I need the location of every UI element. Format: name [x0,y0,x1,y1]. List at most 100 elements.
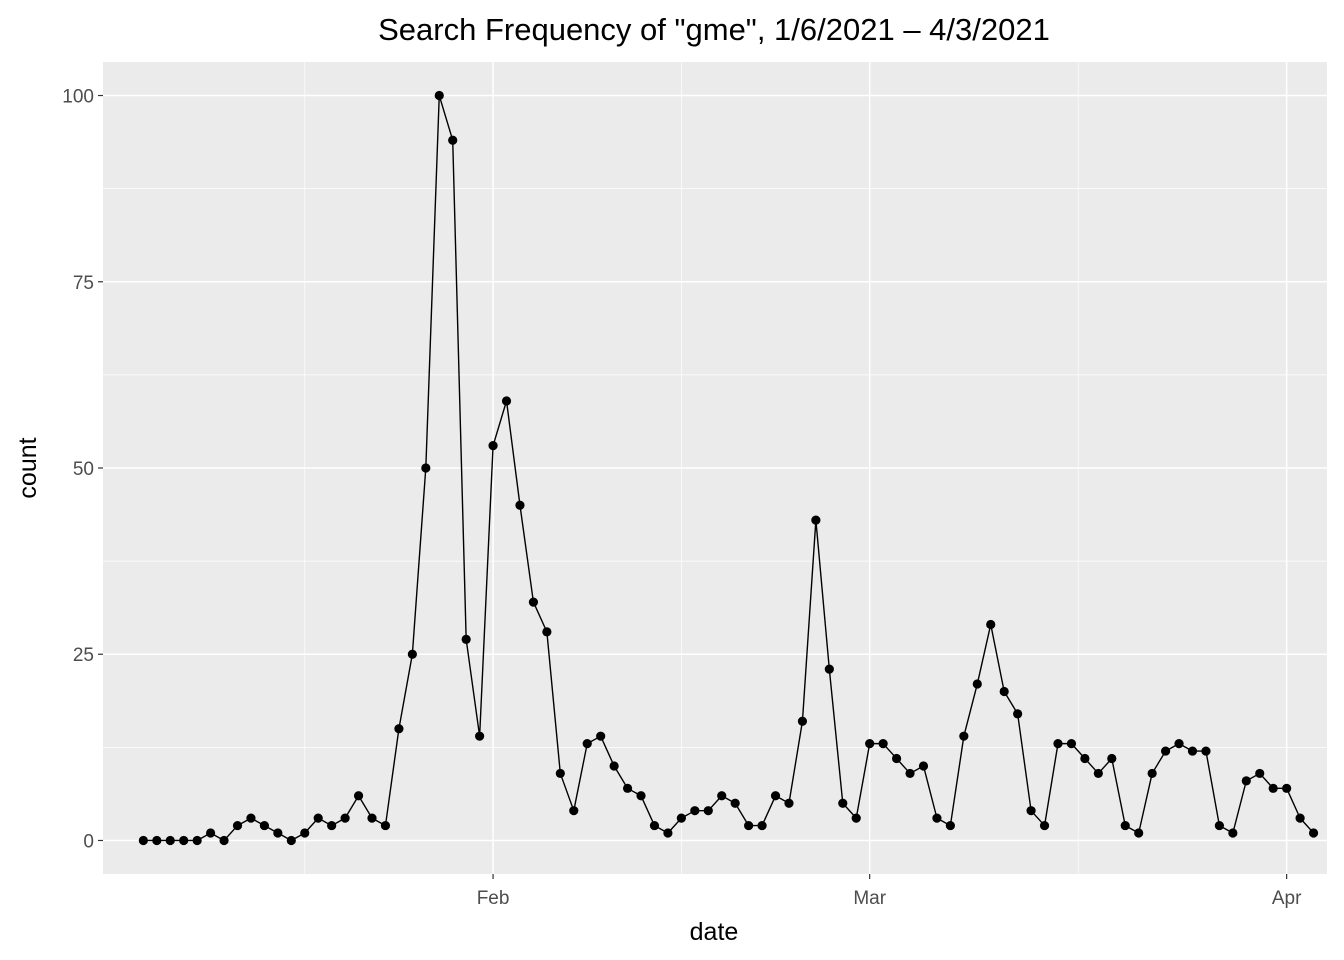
data-point [770,791,781,801]
data-point [932,813,942,823]
y-axis-title: count [14,437,42,498]
data-point [1066,739,1077,749]
data-point [1053,739,1063,749]
data-point [905,768,915,779]
data-point [461,634,471,644]
data-point [434,90,444,101]
data-point [811,515,821,525]
data-point [1174,739,1184,749]
y-axis: 0 25 50 75 100 [62,87,103,852]
data-point [569,806,579,816]
data-point [380,820,391,831]
data-point [1228,828,1238,838]
data-point [542,627,552,637]
data-point [1201,746,1211,756]
data-point [501,396,512,406]
data-point [528,597,539,607]
data-point [582,739,592,749]
data-point [851,813,861,823]
data-point [1147,768,1157,779]
data-point [555,768,565,779]
data-point [824,664,834,674]
data-point [744,820,754,831]
data-point [1120,820,1130,831]
data-point [999,686,1009,697]
x-tick-label: Mar [853,888,886,909]
data-point [1080,753,1090,764]
data-point [488,441,498,451]
data-point [622,783,633,793]
chart-title: Search Frequency of "gme", 1/6/2021 – 4/… [378,12,1050,47]
y-tick-label: 50 [73,459,94,480]
major-gridlines [103,62,1327,874]
data-point [286,835,296,846]
data-point [1013,709,1023,719]
data-point [945,820,955,831]
data-point [448,135,458,145]
data-point [757,820,767,831]
series-line [143,94,1315,842]
data-point [1308,828,1319,838]
data-point [730,798,740,808]
data-point [367,813,377,823]
data-point [636,791,646,801]
data-point [609,761,619,771]
data-point [649,820,660,831]
data-point [959,731,969,741]
data-point [219,835,229,846]
data-point [596,731,606,741]
data-point [676,813,686,823]
data-point [918,761,929,771]
data-point [152,835,162,846]
data-point [1268,783,1278,793]
data-points [138,90,1319,846]
data-point [986,619,996,630]
data-point [232,820,243,831]
x-axis-title: date [690,918,739,946]
x-axis: Feb Mar Apr [477,874,1302,909]
data-point [246,813,256,823]
data-point [313,813,323,823]
data-point [353,791,364,801]
data-point [179,835,189,846]
data-point [138,835,148,846]
data-point [717,791,727,801]
data-point [690,806,700,816]
data-point [407,649,417,659]
data-point [891,753,902,764]
data-point [340,813,350,823]
data-point [1093,768,1103,779]
data-point [1039,820,1050,831]
data-point [1134,828,1144,838]
y-tick-label: 25 [73,645,94,666]
data-point [878,739,888,749]
data-point [838,798,848,808]
data-point [475,731,485,741]
data-point [1187,746,1198,756]
data-point [784,798,794,808]
data-point [300,828,310,838]
data-point [1214,820,1224,831]
data-point [1107,753,1117,764]
data-point [1282,783,1292,793]
x-tick-label: Feb [477,888,510,909]
y-tick-label: 75 [73,273,94,294]
data-point [972,679,982,689]
data-point [259,820,270,831]
data-point [663,828,673,838]
data-point [165,835,175,846]
data-point [206,828,216,838]
data-point [1026,806,1036,816]
data-point [327,820,337,831]
y-tick-label: 0 [83,831,94,852]
data-point [515,500,525,510]
data-point [1241,776,1251,786]
data-point [1295,813,1305,823]
data-point [394,724,404,734]
data-point [192,835,202,846]
x-tick-label: Apr [1272,888,1302,909]
data-point [797,716,808,726]
data-point [865,739,875,749]
data-point [1255,768,1265,779]
